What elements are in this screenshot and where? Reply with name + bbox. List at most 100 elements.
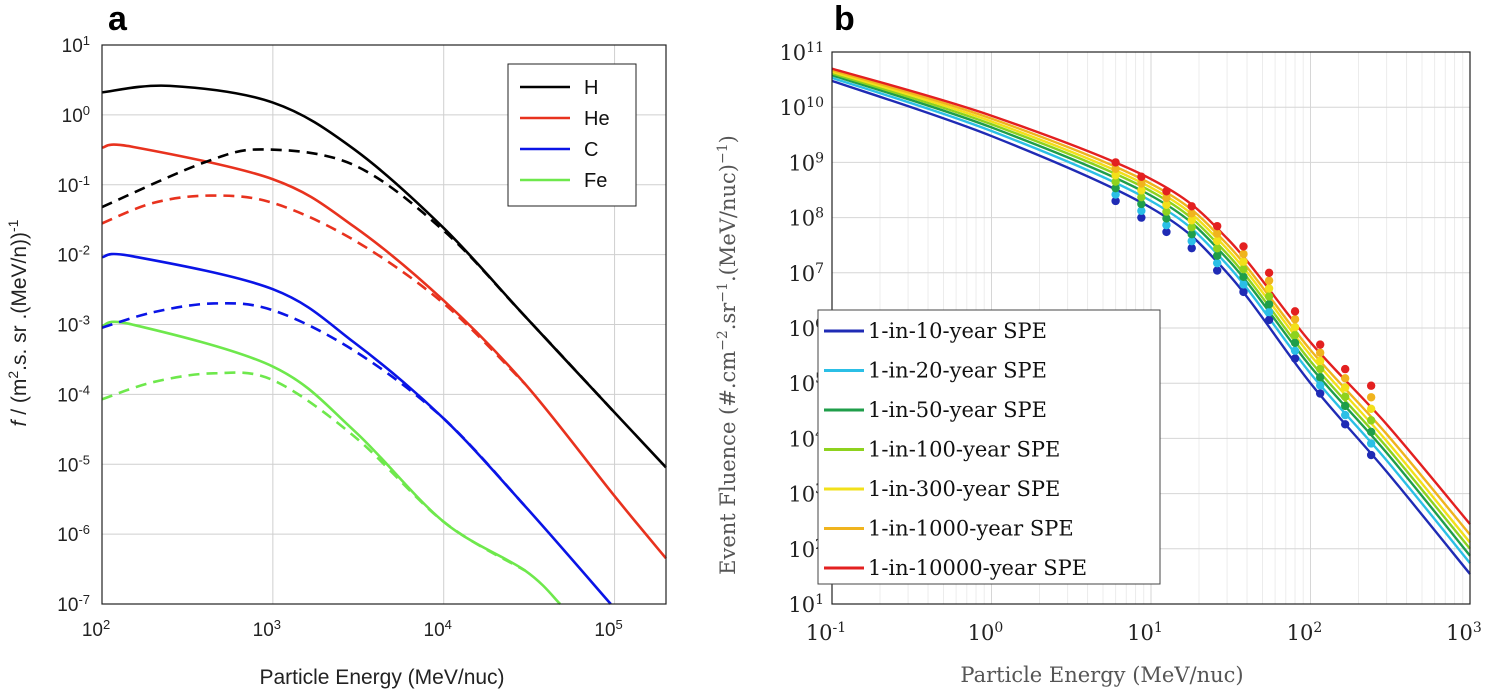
y-tick-label: 107 (788, 261, 824, 286)
spe-marker (1315, 356, 1325, 366)
y-label-mid: .s. sr .(MeV/n)) (8, 232, 31, 371)
spe-marker (1315, 364, 1325, 374)
solid-curve-1 (101, 143, 668, 560)
spe-marker (1290, 307, 1300, 316)
spe-marker (1212, 251, 1222, 260)
spe-marker (1162, 220, 1171, 230)
spe-marker (1162, 207, 1171, 216)
spe-marker (1111, 158, 1120, 167)
spe-marker (1290, 322, 1300, 332)
spe-marker (1315, 340, 1325, 349)
x-tick-label: 105 (594, 617, 622, 642)
legend-entry: C (584, 139, 598, 161)
legend-entry: He (584, 108, 610, 130)
spe-marker (1366, 427, 1376, 437)
spe-marker (1137, 192, 1146, 202)
panel-b-y-ticks: 10111010109108107106105104103102101 (779, 40, 824, 617)
panel-b-series (831, 67, 1471, 575)
y-tick-label: 10-5 (57, 452, 90, 477)
spe-marker (1340, 410, 1350, 420)
spe-curve-0 (831, 79, 1471, 575)
spe-marker (1187, 243, 1196, 253)
spe-marker (1111, 177, 1120, 186)
spe-marker (1366, 416, 1376, 425)
spe-marker (1239, 249, 1248, 259)
b-y-label-end: ) (716, 135, 740, 143)
x-tick-label: 100 (968, 620, 1004, 645)
legend-entry: H (584, 77, 598, 99)
spe-marker (1239, 265, 1248, 274)
spe-marker (1162, 200, 1171, 210)
panel-b-x-ticks: 10-1 100 101 102 103 (806, 620, 1482, 645)
y-tick-label: 108 (788, 206, 824, 231)
legend-entry: 1-in-1000-year SPE (868, 517, 1074, 541)
dashed-curve-6 (101, 301, 527, 508)
spe-marker (1212, 221, 1222, 231)
spe-marker (1111, 190, 1120, 199)
spe-marker (1264, 315, 1274, 325)
panel-a-legend: H He C Fe (507, 63, 637, 207)
spe-marker (1340, 374, 1350, 383)
spe-curve-6 (831, 67, 1471, 525)
b-y-label-sup2: −1 (715, 282, 731, 303)
b-y-label-mid: .sr (716, 302, 740, 330)
spe-curve-5 (831, 68, 1471, 536)
legend-entry: 1-in-100-year SPE (868, 438, 1060, 462)
spe-marker (1290, 315, 1300, 324)
panel-b-y-axis-label: Event Fluence (#.cm−2.sr−1.(MeV/nuc)−1) (715, 135, 740, 575)
panel-a-letter: a (108, 0, 128, 38)
legend-entry: 1-in-300-year SPE (868, 477, 1060, 501)
spe-marker (1315, 373, 1325, 382)
y-tick-label: 10-3 (57, 312, 90, 337)
x-tick-label: 10-1 (806, 620, 846, 645)
spe-marker (1290, 330, 1300, 340)
legend-entry: 1-in-50-year SPE (868, 398, 1047, 422)
spe-marker (1340, 392, 1350, 401)
panel-a-series (101, 84, 668, 605)
spe-marker (1239, 257, 1248, 266)
spe-marker (1162, 193, 1171, 203)
legend-entry: 1-in-10000-year SPE (868, 556, 1087, 580)
spe-marker (1340, 420, 1350, 429)
spe-curve-1 (831, 76, 1471, 564)
y-tick-label: 101 (788, 592, 824, 617)
y-tick-label: 109 (788, 150, 824, 175)
spe-marker (1187, 216, 1196, 225)
spe-marker (1290, 338, 1300, 348)
x-tick-label: 103 (253, 617, 281, 642)
spe-curve-2 (831, 74, 1471, 557)
spe-marker (1162, 227, 1171, 237)
spe-marker (1340, 364, 1350, 374)
spe-marker (1340, 401, 1350, 411)
y-tick-label: 10-6 (57, 522, 90, 547)
dashed-curve-4 (101, 148, 616, 414)
y-tick-label: 10-4 (57, 382, 90, 407)
spe-marker (1212, 244, 1222, 253)
spe-marker (1137, 199, 1146, 209)
b-y-label-sup1: −2 (715, 330, 731, 351)
spe-marker (1290, 346, 1300, 355)
panel-a-x-axis-label: Particle Energy (MeV/nuc) (259, 666, 504, 689)
legend-box (507, 63, 637, 207)
spe-marker (1366, 381, 1376, 390)
spe-marker (1137, 172, 1146, 181)
panel-a: a 102 103 104 105 101 100 10-1 10-2 10-3 10-4 10-… (5, 0, 668, 689)
y-label-pre: / (m (8, 379, 31, 421)
spe-marker (1137, 213, 1146, 222)
panel-a-x-ticks: 102 103 104 105 (82, 617, 623, 642)
dashed-curve-7 (101, 371, 526, 572)
spe-marker (1315, 389, 1325, 398)
spe-marker (1239, 272, 1248, 281)
y-tick-label: 10-7 (57, 592, 90, 617)
panel-b-legend: 1-in-10-year SPE 1-in-20-year SPE 1-in-50-… (817, 309, 1161, 585)
spe-marker (1212, 236, 1222, 246)
spe-marker (1162, 187, 1171, 196)
spe-marker (1366, 450, 1376, 460)
spe-marker (1187, 229, 1196, 239)
y-tick-label: 1010 (779, 95, 824, 120)
spe-marker (1264, 292, 1274, 301)
b-y-label-sup3: −1 (715, 143, 731, 164)
spe-marker (1366, 404, 1376, 414)
spe-marker (1111, 183, 1120, 193)
